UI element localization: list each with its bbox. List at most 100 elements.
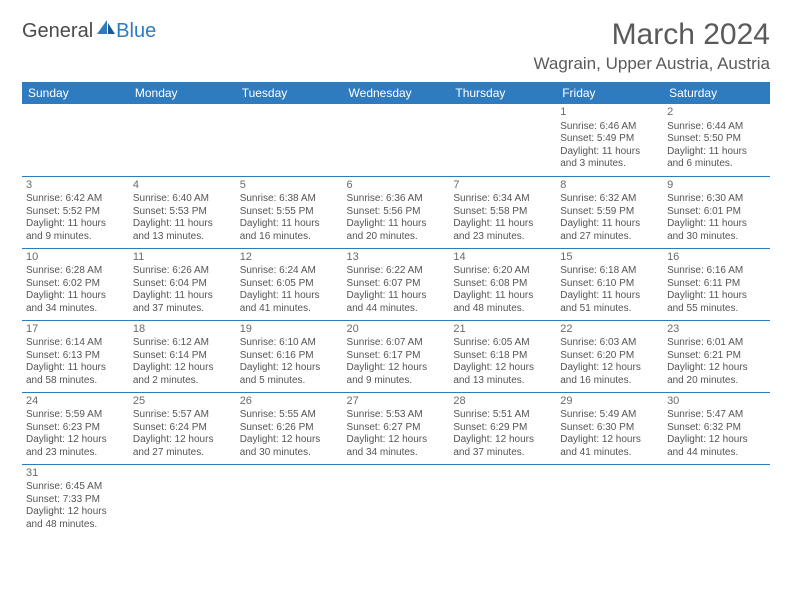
cell-line-day1: Daylight: 11 hours [453,290,552,303]
calendar-cell: 27Sunrise: 5:53 AMSunset: 6:27 PMDayligh… [343,392,450,464]
title-block: March 2024 Wagrain, Upper Austria, Austr… [533,18,770,74]
cell-line-sunset: Sunset: 6:05 PM [240,278,339,291]
day-number: 6 [347,179,446,193]
cell-line-day2: and 3 minutes. [560,158,659,171]
day-number: 23 [667,323,766,337]
cell-line-sunset: Sunset: 6:14 PM [133,350,232,363]
cell-line-sunrise: Sunrise: 6:16 AM [667,265,766,278]
cell-line-day2: and 41 minutes. [560,447,659,460]
day-number: 3 [26,179,125,193]
day-number: 17 [26,323,125,337]
day-number: 12 [240,251,339,265]
day-number: 19 [240,323,339,337]
calendar-cell [343,464,450,536]
cell-line-day2: and 34 minutes. [347,447,446,460]
cell-line-sunrise: Sunrise: 6:46 AM [560,121,659,134]
calendar-cell: 21Sunrise: 6:05 AMSunset: 6:18 PMDayligh… [449,320,556,392]
calendar-cell: 7Sunrise: 6:34 AMSunset: 5:58 PMDaylight… [449,176,556,248]
cell-line-sunset: Sunset: 6:10 PM [560,278,659,291]
calendar-cell: 17Sunrise: 6:14 AMSunset: 6:13 PMDayligh… [22,320,129,392]
cell-line-sunrise: Sunrise: 6:40 AM [133,193,232,206]
cell-line-day2: and 37 minutes. [133,303,232,316]
logo: General Blue [22,18,156,45]
calendar-cell [129,104,236,176]
day-header: Monday [129,82,236,104]
cell-line-sunset: Sunset: 6:24 PM [133,422,232,435]
calendar-cell: 25Sunrise: 5:57 AMSunset: 6:24 PMDayligh… [129,392,236,464]
day-header: Friday [556,82,663,104]
day-number: 10 [26,251,125,265]
cell-line-sunrise: Sunrise: 6:22 AM [347,265,446,278]
cell-line-sunrise: Sunrise: 6:05 AM [453,337,552,350]
cell-line-day1: Daylight: 11 hours [133,290,232,303]
cell-line-day1: Daylight: 11 hours [560,218,659,231]
cell-line-sunrise: Sunrise: 6:12 AM [133,337,232,350]
cell-line-sunrise: Sunrise: 5:55 AM [240,409,339,422]
cell-line-sunset: Sunset: 6:30 PM [560,422,659,435]
cell-line-day2: and 20 minutes. [667,375,766,388]
cell-line-day2: and 16 minutes. [240,231,339,244]
cell-line-sunrise: Sunrise: 6:32 AM [560,193,659,206]
calendar-cell [556,464,663,536]
calendar-cell [343,104,450,176]
calendar-cell [449,104,556,176]
cell-line-day2: and 9 minutes. [26,231,125,244]
cell-line-sunrise: Sunrise: 6:44 AM [667,121,766,134]
calendar-cell: 29Sunrise: 5:49 AMSunset: 6:30 PMDayligh… [556,392,663,464]
calendar-cell: 22Sunrise: 6:03 AMSunset: 6:20 PMDayligh… [556,320,663,392]
logo-sail-icon [95,18,117,45]
cell-line-sunset: Sunset: 6:32 PM [667,422,766,435]
cell-line-sunset: Sunset: 6:21 PM [667,350,766,363]
cell-line-day1: Daylight: 11 hours [347,218,446,231]
cell-line-day1: Daylight: 12 hours [347,434,446,447]
cell-line-sunrise: Sunrise: 5:47 AM [667,409,766,422]
cell-line-day1: Daylight: 12 hours [240,434,339,447]
cell-line-day2: and 27 minutes. [133,447,232,460]
calendar-week-row: 1Sunrise: 6:46 AMSunset: 5:49 PMDaylight… [22,104,770,176]
cell-line-day2: and 13 minutes. [133,231,232,244]
cell-line-day1: Daylight: 11 hours [133,218,232,231]
cell-line-day1: Daylight: 11 hours [26,362,125,375]
cell-line-day1: Daylight: 12 hours [26,434,125,447]
calendar-cell: 18Sunrise: 6:12 AMSunset: 6:14 PMDayligh… [129,320,236,392]
cell-line-day2: and 41 minutes. [240,303,339,316]
cell-line-sunset: Sunset: 6:17 PM [347,350,446,363]
cell-line-day1: Daylight: 12 hours [453,434,552,447]
cell-line-sunset: Sunset: 5:59 PM [560,206,659,219]
calendar-cell: 19Sunrise: 6:10 AMSunset: 6:16 PMDayligh… [236,320,343,392]
day-header: Wednesday [343,82,450,104]
cell-line-sunrise: Sunrise: 6:18 AM [560,265,659,278]
cell-line-sunrise: Sunrise: 6:20 AM [453,265,552,278]
cell-line-day2: and 9 minutes. [347,375,446,388]
calendar-body: 1Sunrise: 6:46 AMSunset: 5:49 PMDaylight… [22,104,770,536]
cell-line-sunrise: Sunrise: 6:03 AM [560,337,659,350]
day-header: Saturday [663,82,770,104]
day-number: 1 [560,106,659,120]
page-header: General Blue March 2024 Wagrain, Upper A… [22,18,770,74]
cell-line-sunset: Sunset: 6:02 PM [26,278,125,291]
cell-line-sunrise: Sunrise: 6:14 AM [26,337,125,350]
day-number: 5 [240,179,339,193]
cell-line-sunrise: Sunrise: 6:36 AM [347,193,446,206]
calendar-cell: 12Sunrise: 6:24 AMSunset: 6:05 PMDayligh… [236,248,343,320]
cell-line-day1: Daylight: 12 hours [667,362,766,375]
day-number: 26 [240,395,339,409]
cell-line-day2: and 6 minutes. [667,158,766,171]
logo-text-general: General [22,20,93,43]
calendar-cell: 1Sunrise: 6:46 AMSunset: 5:49 PMDaylight… [556,104,663,176]
cell-line-day1: Daylight: 11 hours [240,218,339,231]
calendar-week-row: 3Sunrise: 6:42 AMSunset: 5:52 PMDaylight… [22,176,770,248]
calendar-cell: 15Sunrise: 6:18 AMSunset: 6:10 PMDayligh… [556,248,663,320]
calendar-cell: 20Sunrise: 6:07 AMSunset: 6:17 PMDayligh… [343,320,450,392]
calendar-week-row: 10Sunrise: 6:28 AMSunset: 6:02 PMDayligh… [22,248,770,320]
cell-line-day2: and 30 minutes. [667,231,766,244]
cell-line-day2: and 30 minutes. [240,447,339,460]
calendar-week-row: 17Sunrise: 6:14 AMSunset: 6:13 PMDayligh… [22,320,770,392]
cell-line-day2: and 13 minutes. [453,375,552,388]
cell-line-day2: and 20 minutes. [347,231,446,244]
calendar-cell: 26Sunrise: 5:55 AMSunset: 6:26 PMDayligh… [236,392,343,464]
day-number: 7 [453,179,552,193]
day-number: 22 [560,323,659,337]
cell-line-sunrise: Sunrise: 6:24 AM [240,265,339,278]
day-number: 31 [26,467,125,481]
